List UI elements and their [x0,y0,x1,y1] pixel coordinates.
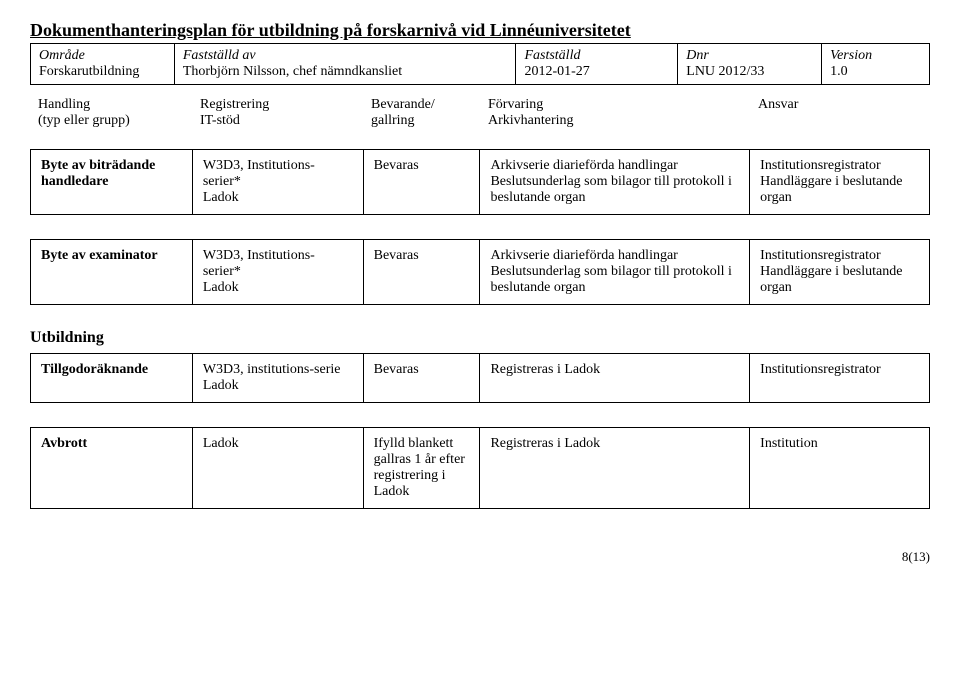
meta-label: Fastställd av [183,48,256,63]
page-title: Dokumenthanteringsplan för utbildning på… [30,20,930,41]
meta-table: Område Forskarutbildning Fastställd av T… [30,43,930,85]
meta-label: Fastställd [524,48,580,63]
meta-cell-dnr: Dnr LNU 2012/33 [678,44,822,85]
hdr-text: (typ eller grupp) [38,113,130,128]
cell-handling: Avbrott [31,428,193,509]
hdr-text: Registrering [200,97,269,112]
cell-bevarande: Ifylld blankett gallras 1 år efter regis… [363,428,480,509]
table-row: Tillgodoräknande W3D3, institutions-seri… [30,353,930,403]
meta-cell-version: Version 1.0 [822,44,930,85]
meta-label: Område [39,48,85,63]
cell-ansvar: Institution [750,428,930,509]
hdr-forvaring: Förvaring Arkivhantering [480,95,750,131]
hdr-bevarande: Bevarande/ gallring [363,95,480,131]
cell-ansvar: InstitutionsregistratorHandläggare i bes… [750,240,930,305]
cell-forvaring: Registreras i Ladok [480,428,750,509]
meta-value: 1.0 [830,64,848,79]
page-number: 8(13) [30,549,930,565]
table-row: Byte av biträdande handledare W3D3, Inst… [30,149,930,215]
hdr-text: Ansvar [758,97,798,112]
table-row: Avbrott Ladok Ifylld blankett gallras 1 … [30,427,930,509]
hdr-text: Handling [38,97,90,112]
cell-ansvar: Institutionsregistrator [750,354,930,403]
hdr-text: gallring [371,113,415,128]
hdr-text: Arkivhantering [488,113,574,128]
cell-registrering: W3D3, institutions-serieLadok [192,354,363,403]
cell-registrering: Ladok [192,428,363,509]
meta-label: Dnr [686,48,709,63]
meta-value: LNU 2012/33 [686,64,764,79]
cell-registrering: W3D3, Institutions-serier*Ladok [192,150,363,215]
cell-bevarande: Bevaras [363,354,480,403]
meta-cell-faststalld: Fastställd 2012-01-27 [516,44,678,85]
meta-label: Version [830,48,872,63]
cell-handling: Byte av examinator [31,240,193,305]
hdr-text: IT-stöd [200,113,240,128]
hdr-handling: Handling (typ eller grupp) [30,95,192,131]
hdr-ansvar: Ansvar [750,95,930,131]
cell-bevarande: Bevaras [363,150,480,215]
section-heading-utbildning: Utbildning [30,329,930,347]
cell-ansvar: InstitutionsregistratorHandläggare i bes… [750,150,930,215]
cell-registrering: W3D3, Institutions-serier*Ladok [192,240,363,305]
hdr-registrering: Registrering IT-stöd [192,95,363,131]
meta-value: Forskarutbildning [39,64,139,79]
column-headers: Handling (typ eller grupp) Registrering … [30,95,930,131]
cell-handling: Byte av biträdande handledare [31,150,193,215]
table-row: Byte av examinator W3D3, Institutions-se… [30,239,930,305]
cell-bevarande: Bevaras [363,240,480,305]
meta-value: Thorbjörn Nilsson, chef nämndkansliet [183,64,402,79]
cell-forvaring: Arkivserie diarieförda handlingarBesluts… [480,150,750,215]
hdr-text: Bevarande/ [371,97,435,112]
cell-handling: Tillgodoräknande [31,354,193,403]
meta-cell-faststalld-av: Fastställd av Thorbjörn Nilsson, chef nä… [174,44,516,85]
cell-forvaring: Arkivserie diarieförda handlingarBesluts… [480,240,750,305]
meta-cell-omrade: Område Forskarutbildning [31,44,175,85]
cell-forvaring: Registreras i Ladok [480,354,750,403]
meta-value: 2012-01-27 [524,64,589,79]
hdr-text: Förvaring [488,97,543,112]
